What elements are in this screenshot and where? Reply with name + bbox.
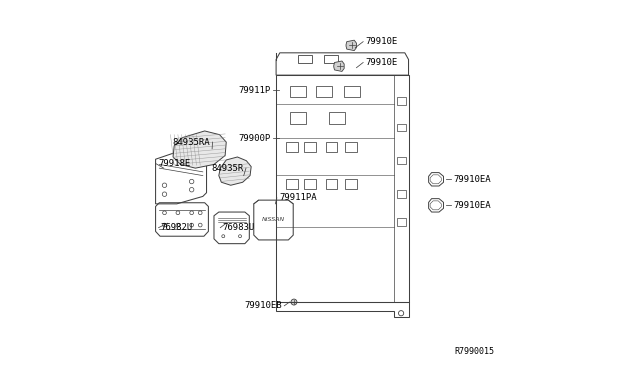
Text: 79911P: 79911P (239, 86, 271, 94)
Text: 84935R: 84935R (211, 164, 244, 173)
Text: 84935RA: 84935RA (173, 138, 211, 147)
Polygon shape (173, 131, 227, 168)
Text: 79910EB: 79910EB (244, 301, 282, 310)
Text: 79910E: 79910E (365, 37, 397, 46)
Polygon shape (219, 157, 251, 185)
Text: 79910EA: 79910EA (453, 175, 491, 184)
Text: 76983U: 76983U (223, 223, 255, 232)
Circle shape (291, 299, 297, 305)
Text: NISSAN: NISSAN (262, 217, 285, 222)
Text: 79911PA: 79911PA (279, 193, 317, 202)
Text: 79910E: 79910E (365, 58, 397, 67)
Text: 79910EA: 79910EA (453, 201, 491, 210)
Text: R7990015: R7990015 (455, 347, 495, 356)
Text: 76982U: 76982U (161, 223, 193, 232)
Polygon shape (334, 61, 344, 71)
Polygon shape (346, 40, 356, 51)
Text: 79918E: 79918E (158, 159, 191, 168)
Text: 79900P: 79900P (239, 134, 271, 143)
